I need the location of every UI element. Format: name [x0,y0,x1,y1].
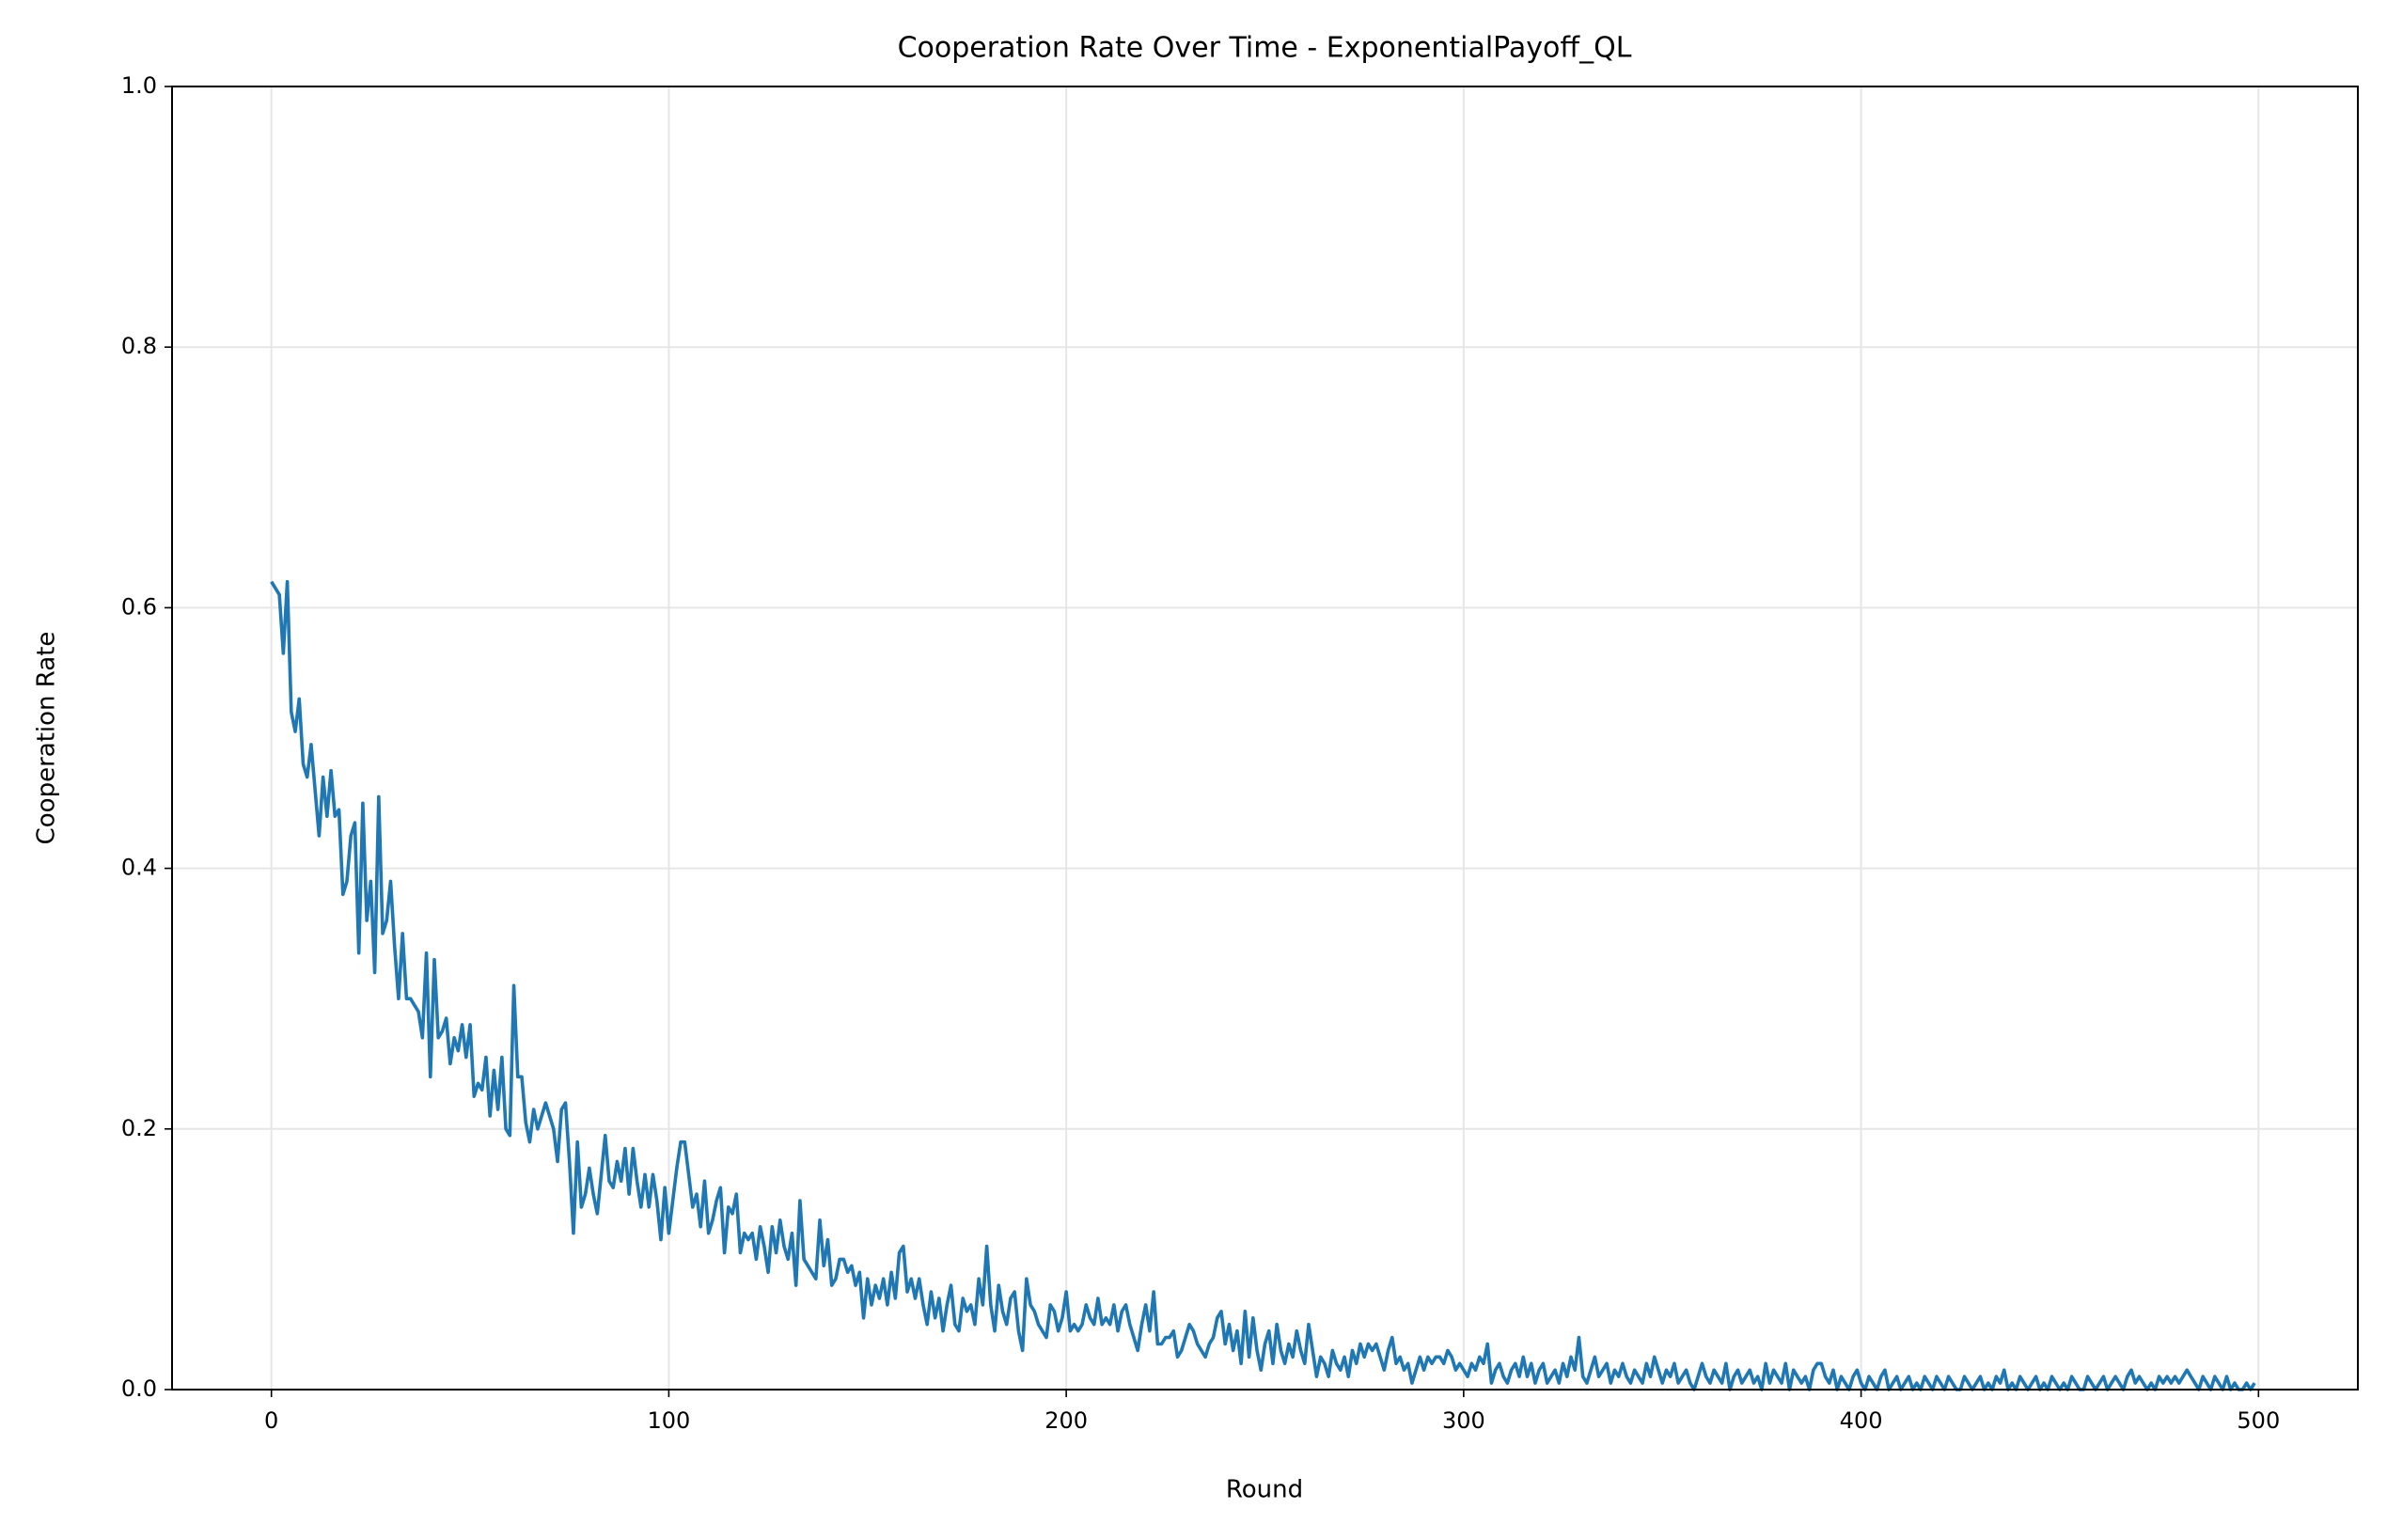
y-tick-label: 0.6 [121,593,157,620]
y-axis-label: Cooperation Rate [33,632,61,845]
x-tick-label: 100 [648,1407,691,1434]
x-axis-label: Round [1226,1476,1303,1504]
x-tick-label: 0 [264,1407,278,1434]
plot-frame [171,86,2359,1391]
y-tick-label: 0.8 [121,333,157,359]
y-tick-label: 0.2 [121,1115,157,1141]
x-tick-label: 200 [1044,1407,1088,1434]
x-tick-label: 500 [2237,1407,2280,1434]
x-tick-label: 400 [1840,1407,1883,1434]
y-tick-label: 0.0 [121,1375,157,1402]
y-tick-label: 1.0 [121,72,157,99]
y-tick-label: 0.4 [121,855,157,881]
chart-title: Cooperation Rate Over Time - Exponential… [898,32,1632,65]
data-line [270,579,2256,1391]
x-tick-label: 300 [1442,1407,1485,1434]
